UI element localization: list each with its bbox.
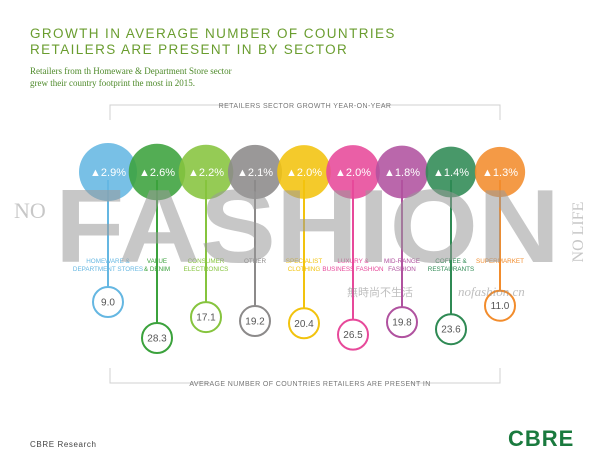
- sector-label: ELECTRONICS: [184, 266, 229, 273]
- sector-label: OTHER: [244, 258, 266, 265]
- chart-subtitle: Retailers from th Homeware & Department …: [30, 66, 330, 89]
- countries-marker: [92, 286, 124, 318]
- countries-label: 17.1: [196, 313, 216, 324]
- sector-label: CONSUMER: [188, 258, 225, 265]
- countries-marker: [190, 301, 222, 334]
- countries-label: 19.2: [245, 317, 265, 328]
- subtitle-line-2: grew their country footprint the most in…: [30, 77, 195, 88]
- sector-label: BUSINESS FASHION: [322, 266, 384, 273]
- growth-bubble: [79, 143, 137, 201]
- countries-label: 28.3: [147, 334, 167, 345]
- growth-label: ▲2.0%: [286, 167, 322, 179]
- sector-label: SUPERMARKET: [476, 258, 524, 265]
- growth-bubble: [227, 144, 283, 200]
- countries-label: 9.0: [101, 298, 115, 309]
- growth-label: ▲1.4%: [433, 167, 469, 179]
- sector-label: SPECIALIST: [286, 258, 323, 265]
- growth-bubble: [178, 144, 234, 200]
- frame-bottom-left: [109, 368, 210, 384]
- growth-label: ▲1.3%: [482, 167, 518, 179]
- countries-label: 23.6: [441, 325, 461, 336]
- sector-label: CLOTHING: [288, 266, 321, 273]
- sector-label: VALUE: [147, 258, 167, 265]
- sector-label: HOMEWARE &: [86, 258, 130, 265]
- title-line-1: GROWTH IN AVERAGE NUMBER OF COUNTRIES: [30, 26, 396, 41]
- sector-label: COFFEE &: [435, 258, 467, 265]
- countries-marker: [337, 318, 369, 351]
- growth-label: ▲2.9%: [90, 167, 126, 179]
- growth-bubble: [425, 146, 477, 198]
- watermark: FASHION NO NO LIFE 無時尚不生活 nofashion.cn: [14, 169, 587, 299]
- subtitle-line-1: Retailers from th Homeware & Department …: [30, 66, 232, 76]
- countries-label: 11.0: [491, 301, 510, 312]
- growth-bubble: [128, 143, 186, 201]
- countries-marker: [484, 289, 516, 322]
- countries-label: 19.8: [392, 318, 412, 329]
- growth-bubble: [474, 146, 526, 198]
- sector-marks: ▲2.9% HOMEWARE &DEPARTMENT STORES 9.0 ▲2.6%…: [73, 143, 526, 354]
- growth-label: ▲2.6%: [139, 167, 175, 179]
- watermark-site: nofashion.cn: [458, 284, 525, 299]
- countries-label: 20.4: [294, 319, 314, 330]
- chart-frame: RETAILERS SECTOR GROWTH YEAR-ON-YEAR AVE…: [109, 103, 501, 388]
- sector-label: RESTAURANTS: [428, 266, 474, 273]
- watermark-fashion: FASHION: [55, 169, 560, 285]
- countries-label: 26.5: [343, 330, 363, 341]
- bottom-axis-label: AVERAGE NUMBER OF COUNTRIES RETAILERS AR…: [189, 381, 430, 388]
- growth-label: ▲2.2%: [188, 167, 224, 179]
- countries-marker: [288, 307, 320, 340]
- chart-title: GROWTH IN AVERAGE NUMBER OF COUNTRIES RE…: [30, 26, 550, 58]
- top-axis-label: RETAILERS SECTOR GROWTH YEAR-ON-YEAR: [219, 103, 392, 110]
- countries-marker: [386, 306, 418, 339]
- title-line-2: RETAILERS ARE PRESENT IN BY SECTOR: [30, 42, 349, 57]
- countries-marker: [435, 313, 467, 346]
- growth-label: ▲1.8%: [384, 167, 420, 179]
- frame-top-left: [109, 104, 230, 120]
- sector-label: DEPARTMENT STORES: [73, 266, 143, 273]
- cbre-logo: CBRE: [508, 426, 575, 451]
- sector-label: FASHION: [388, 266, 416, 273]
- frame-top-right: [380, 104, 501, 120]
- sector-label: LUXURY &: [337, 258, 369, 265]
- frame-bottom-right: [410, 368, 501, 384]
- countries-marker: [141, 322, 173, 354]
- sector-label: & DENIM: [144, 266, 170, 273]
- watermark-no-left: NO: [14, 198, 46, 223]
- countries-marker: [239, 305, 271, 338]
- growth-label: ▲2.1%: [237, 167, 273, 179]
- sector-label: MID-RANGE: [384, 258, 420, 265]
- growth-label: ▲2.0%: [335, 167, 371, 179]
- watermark-chinese: 無時尚不生活: [347, 285, 413, 299]
- growth-bubble: [277, 145, 331, 199]
- watermark-no-life: NO LIFE: [570, 202, 587, 263]
- footer-source: CBRE Research: [30, 440, 97, 449]
- growth-bubble: [326, 145, 380, 199]
- growth-bubble: [375, 145, 429, 199]
